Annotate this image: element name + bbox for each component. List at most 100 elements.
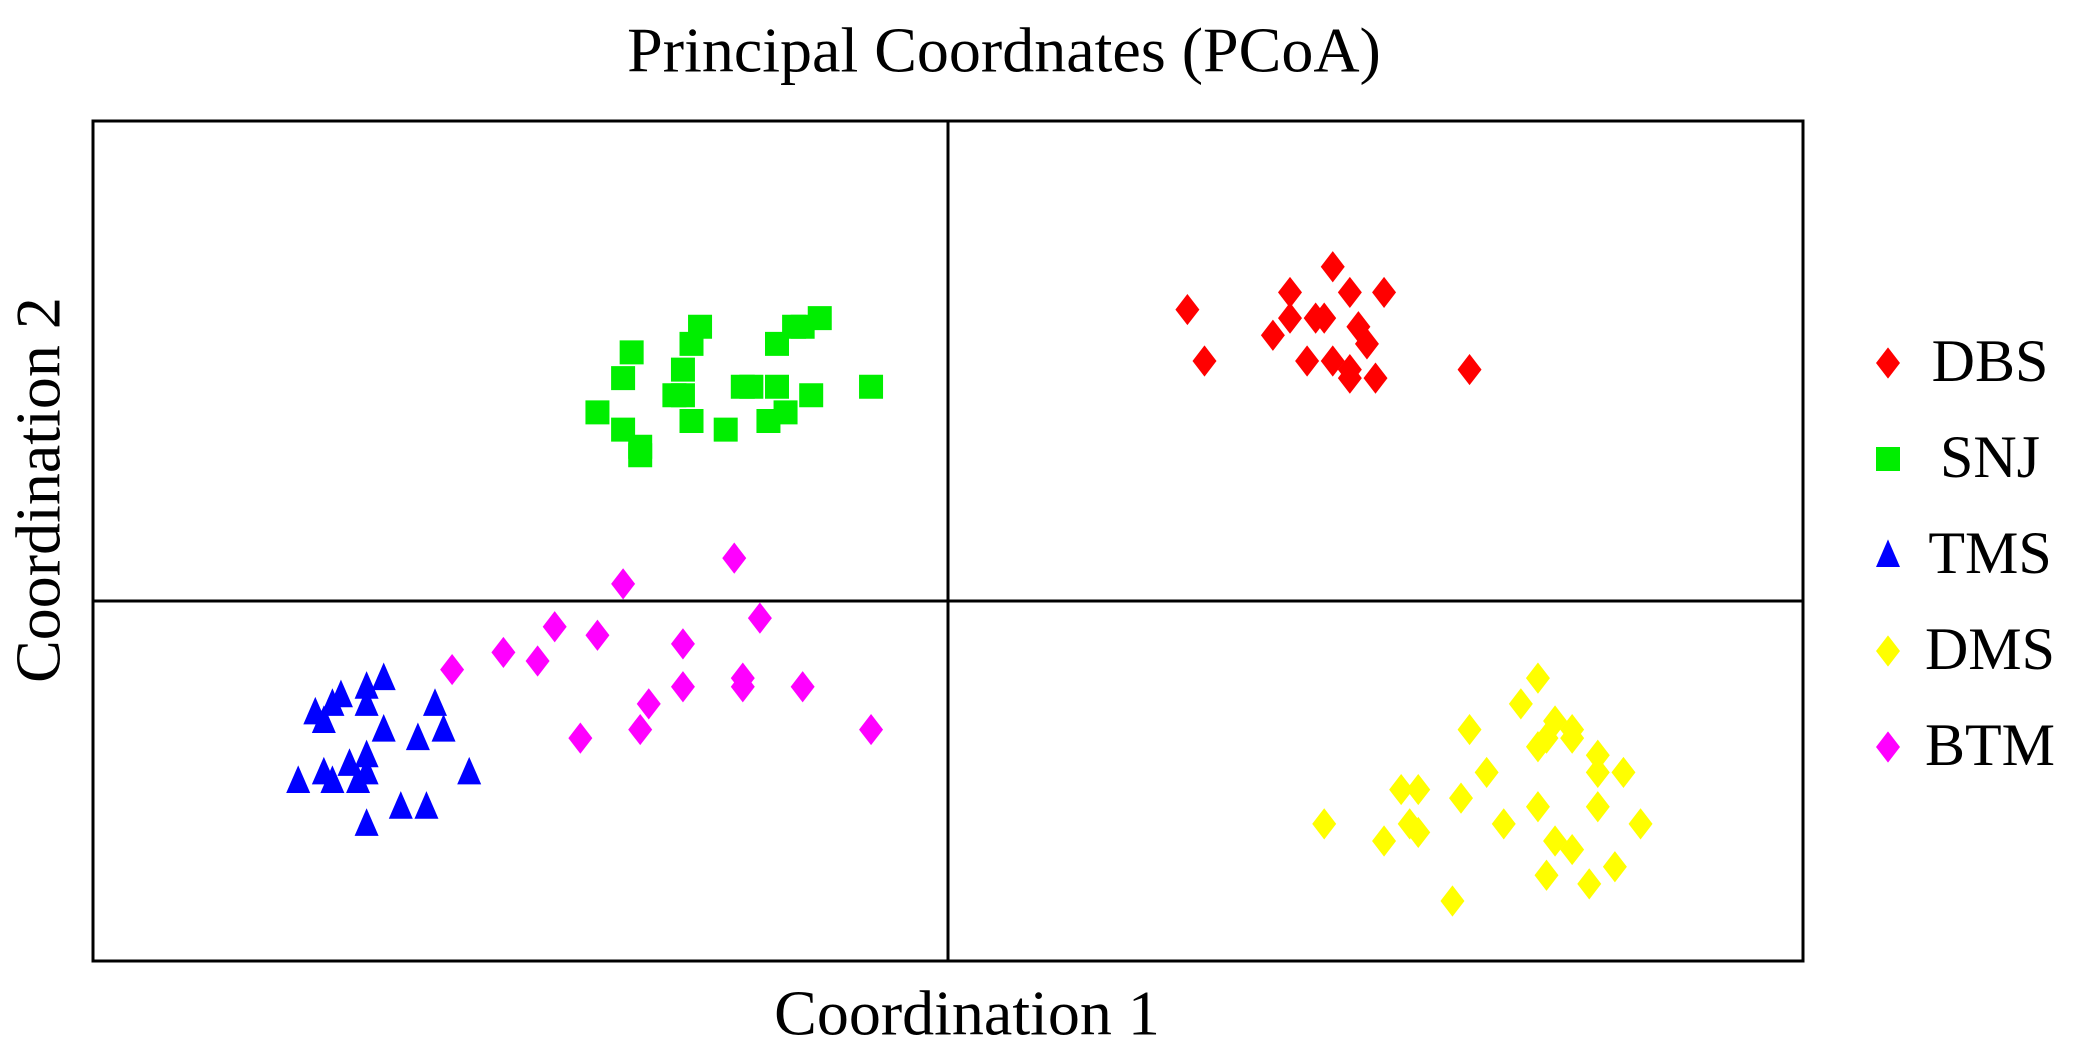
point xyxy=(1449,782,1473,814)
chart-title: Principal Coordnates (PCoA) xyxy=(627,15,1381,86)
point xyxy=(739,374,764,399)
point xyxy=(371,662,396,691)
point xyxy=(568,722,593,754)
point xyxy=(1560,833,1585,866)
point xyxy=(431,713,456,742)
point xyxy=(1525,662,1550,694)
point xyxy=(1260,319,1285,351)
point xyxy=(354,671,379,699)
point xyxy=(1295,345,1320,377)
point xyxy=(1628,808,1653,840)
point xyxy=(679,409,704,433)
point xyxy=(1534,859,1559,891)
point xyxy=(1474,756,1499,789)
point xyxy=(354,808,379,836)
point xyxy=(670,383,695,408)
legend-marker xyxy=(1876,347,1900,379)
y-axis-label: Coordination 2 xyxy=(3,297,74,683)
point xyxy=(773,400,798,425)
point xyxy=(405,722,430,751)
point xyxy=(1372,276,1397,309)
point xyxy=(1372,825,1397,857)
point xyxy=(346,765,371,793)
legend-label: DBS xyxy=(1932,328,2049,394)
point xyxy=(457,756,482,785)
point xyxy=(1192,345,1217,377)
point xyxy=(585,400,610,425)
point xyxy=(388,791,413,819)
point xyxy=(747,602,772,634)
point xyxy=(1611,756,1636,789)
point xyxy=(1457,353,1482,386)
point xyxy=(337,748,362,776)
legend-label: SNJ xyxy=(1940,424,2040,490)
point xyxy=(1354,328,1379,360)
point xyxy=(371,713,396,742)
point xyxy=(491,636,516,669)
point xyxy=(525,645,550,677)
point xyxy=(619,340,644,365)
point xyxy=(1278,302,1302,334)
point xyxy=(1363,362,1388,394)
point xyxy=(765,374,789,399)
point xyxy=(859,374,884,399)
point xyxy=(1491,808,1516,840)
legend-label: DMS xyxy=(1925,616,2055,682)
point xyxy=(1508,688,1533,720)
point xyxy=(354,739,379,768)
point xyxy=(670,357,695,382)
point xyxy=(1602,851,1627,883)
point xyxy=(320,765,345,793)
point xyxy=(790,671,815,703)
point xyxy=(1397,808,1422,840)
point xyxy=(628,713,653,746)
point xyxy=(1278,276,1302,309)
point xyxy=(807,306,832,331)
point xyxy=(1312,808,1337,840)
point xyxy=(799,383,824,408)
point xyxy=(1585,791,1610,823)
legend-label: BTM xyxy=(1925,712,2055,778)
point xyxy=(1312,302,1337,334)
point xyxy=(611,366,636,391)
point xyxy=(1585,756,1610,789)
legend-marker xyxy=(1876,447,1900,471)
point xyxy=(311,705,336,733)
point xyxy=(611,568,636,600)
legend-label: TMS xyxy=(1928,520,2051,586)
point xyxy=(859,713,884,746)
point xyxy=(423,688,447,716)
point xyxy=(1457,713,1482,746)
point xyxy=(1534,722,1559,754)
point xyxy=(670,671,695,703)
point xyxy=(1560,722,1585,754)
point xyxy=(354,688,379,716)
point xyxy=(440,653,465,686)
point xyxy=(1525,791,1550,823)
point xyxy=(1175,293,1200,326)
point xyxy=(542,611,567,643)
point xyxy=(636,688,661,720)
point xyxy=(713,417,738,442)
point xyxy=(1585,739,1610,771)
point xyxy=(1337,353,1362,386)
point xyxy=(328,679,353,708)
point xyxy=(1525,731,1550,763)
point xyxy=(414,791,439,819)
point xyxy=(585,619,610,651)
legend-marker xyxy=(1876,731,1900,763)
point xyxy=(1320,251,1345,283)
point xyxy=(628,434,653,459)
legend-marker xyxy=(1876,539,1900,567)
point xyxy=(286,765,311,793)
legend-marker xyxy=(1876,635,1900,667)
point xyxy=(1406,773,1431,806)
point xyxy=(1337,276,1362,309)
point xyxy=(1389,773,1414,806)
point xyxy=(730,671,755,703)
point xyxy=(1577,868,1602,900)
x-axis-label: Coordination 1 xyxy=(774,978,1160,1049)
point xyxy=(1406,816,1431,849)
point xyxy=(1440,885,1465,917)
